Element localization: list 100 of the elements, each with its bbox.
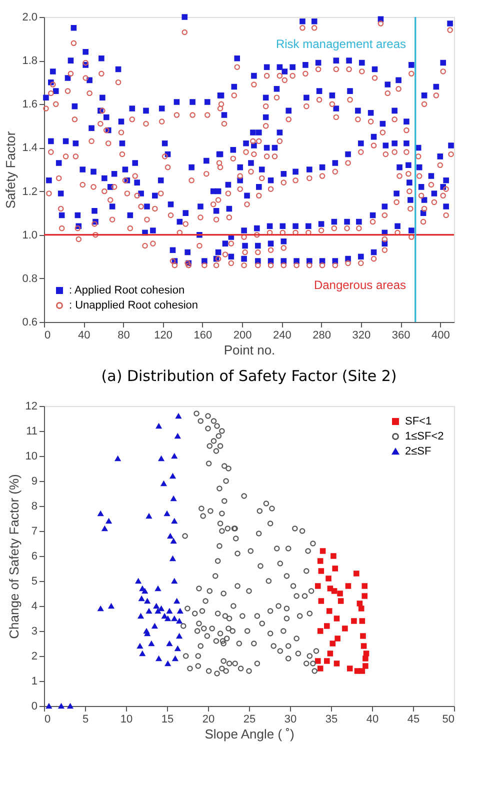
point [153,603,160,609]
y-tick-label: 2.0 [22,12,38,24]
point [106,518,112,524]
legend-label: : Unapplied Root cohesion [69,300,198,312]
x-tick-label: 240 [273,330,292,342]
point [174,646,181,652]
x-tick-label: 20 [202,714,215,726]
point [359,618,366,624]
y-axis-title: Change of Safety Factor (%) [6,474,22,639]
point [162,613,168,619]
point [324,623,330,629]
point [360,633,366,639]
x-tick-label: 40 [366,714,379,726]
point [318,598,324,604]
y-tick-label: 4 [31,600,38,612]
x-tick-label: 0 [44,330,51,342]
point [176,618,182,624]
point [114,456,121,462]
text: (a) Distribution of Safety Factor (Site 2) [101,367,397,385]
point [146,513,152,519]
point [138,613,144,619]
x-axis-title: Slope Angle ( ˚) [204,726,294,742]
point [171,616,178,622]
point [327,650,334,656]
point [170,556,176,562]
legend-label: 1≤SF<2 [405,430,444,442]
point [142,588,148,594]
point [137,643,143,649]
point [177,608,184,614]
point [332,566,338,572]
point [330,553,336,559]
point [345,583,352,589]
x-tick-label: 50 [442,714,454,726]
point [362,593,368,599]
point [156,423,162,429]
x-tick-label: 200 [233,330,252,342]
point [98,510,104,516]
legend-label: SF<1 [405,416,432,428]
y-tick-label: 6 [31,550,38,562]
point [166,608,172,614]
y-tick-label: 1.6 [22,98,38,111]
point [360,643,367,649]
point [351,618,357,624]
y-tick-label: 10 [25,450,38,462]
point [330,640,336,646]
y-tick-label: 7 [31,526,38,538]
point [171,453,178,459]
point [314,658,321,664]
x-tick-label: 15 [161,714,174,726]
point [317,558,324,564]
x-tick-label: 40 [78,330,90,342]
point [176,633,182,639]
point [164,616,171,622]
point [362,656,368,662]
point [331,588,338,594]
point [356,600,363,606]
point [170,538,176,544]
point [167,533,174,539]
y-tick-label: 9 [31,476,38,488]
point [176,413,182,419]
point [155,608,161,614]
y-tick-label: 0.6 [22,316,38,328]
y-tick-label: 8 [31,500,38,512]
y-tick-label: 12 [25,400,38,412]
point [338,598,344,604]
y-tick-label: 5 [31,576,38,588]
x-tick-label: 400 [431,330,450,342]
point [166,640,172,646]
point [140,650,146,656]
y-tick-label: 1.0 [22,229,38,242]
x-tick-label: 360 [392,330,410,342]
point [318,568,324,574]
y-tick-label: 1.8 [22,55,38,68]
point [334,616,340,622]
point [362,663,368,669]
y-tick-label: 11 [26,426,38,438]
point [170,473,176,479]
y-tick-label: 1.4 [22,142,38,154]
point [160,480,167,486]
point [146,608,152,614]
y-tick-label: 2 [31,650,38,662]
point [164,510,170,516]
point [102,526,108,532]
point [108,603,114,609]
point [314,583,321,589]
annotation: Dangerous areas [314,278,406,292]
point [172,656,178,662]
y-axis-title: Safety Factor [3,130,18,209]
point [58,703,64,709]
point [320,548,326,554]
point [158,456,164,462]
x-axis-title: Point no. [224,342,276,358]
point [171,518,178,524]
y-tick-label: 1 [31,676,38,688]
x-tick-label: 30 [284,714,297,726]
legend-label: : Applied Root cohesion [69,284,185,296]
point [334,660,340,666]
point [155,586,161,592]
x-tick-label: 80 [118,330,130,342]
x-tick-label: 45 [407,714,420,726]
